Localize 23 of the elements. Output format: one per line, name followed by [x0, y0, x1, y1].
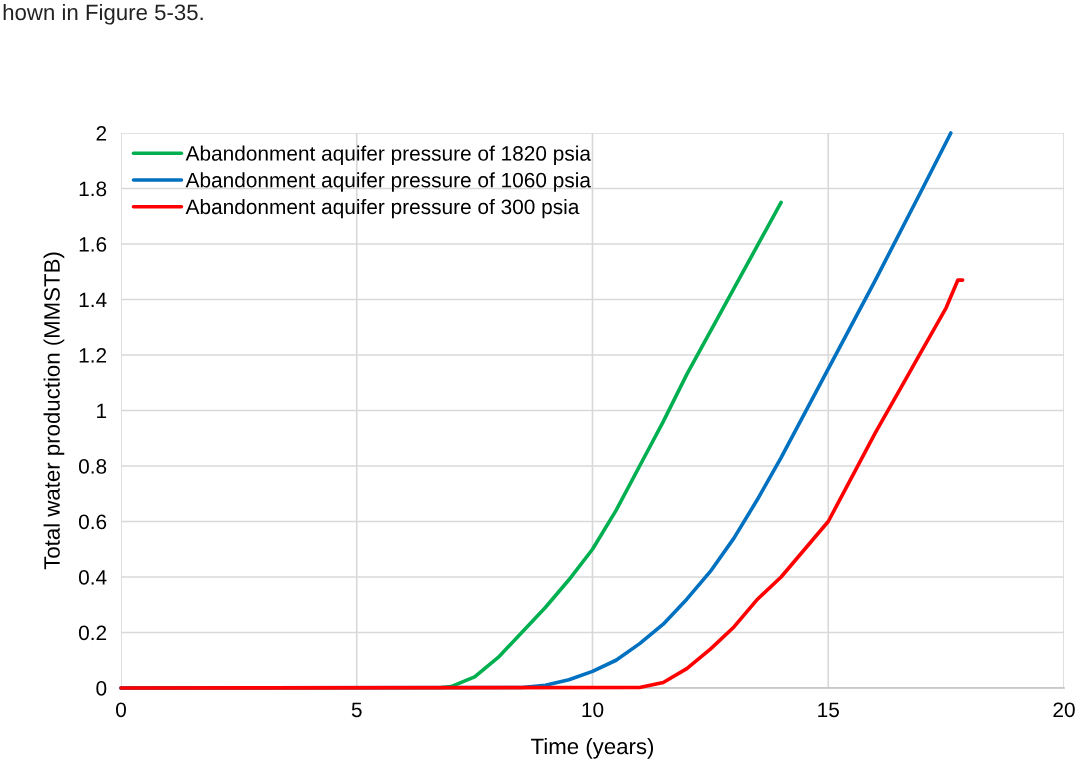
x-tick-label: 0 [116, 702, 126, 718]
x-tick-label: 20 [1053, 702, 1075, 718]
y-tick-label: 1.4 [79, 292, 107, 308]
y-tick-label: 0 [96, 681, 107, 696]
text: hown in Figure 5-35. [3, 3, 203, 25]
x-tick-label: 10 [582, 702, 604, 718]
legend-label: Abandonment aquifer pressure of 1060 psia [185, 172, 591, 192]
legend-label: Abandonment aquifer pressure of 300 psia [185, 198, 580, 219]
line-series [119, 278, 965, 690]
y-axis-title: Total water production (MMSTB) [43, 252, 65, 570]
y-tick-label: 0.2 [78, 625, 107, 641]
y-tick-label: 0.8 [78, 459, 107, 474]
legend-label: Abandonment aquifer pressure of 1820 psia [185, 145, 591, 165]
y-tick-label: 0.4 [78, 570, 107, 585]
y-tick-label: 0.6 [78, 514, 107, 530]
x-tick-label: 5 [351, 702, 362, 718]
y-tick-label: 1.8 [79, 181, 107, 197]
x-tick-label: 15 [818, 702, 839, 718]
y-tick-label: 1 [97, 403, 107, 419]
y-tick-label: 1.6 [79, 237, 107, 252]
y-tick-label: 1.2 [79, 348, 107, 363]
x-axis-title: Time (years) [531, 737, 654, 759]
y-tick-label: 2 [96, 126, 107, 141]
